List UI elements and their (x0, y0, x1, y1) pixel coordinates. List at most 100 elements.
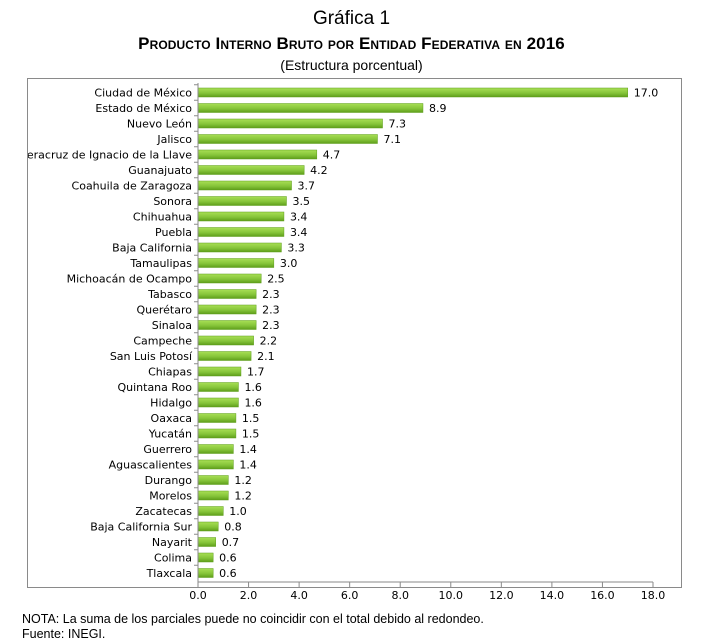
value-label: 2.3 (262, 319, 280, 332)
category-label: Sonora (153, 195, 192, 208)
category-label: Sinaloa (152, 319, 192, 332)
value-label: 3.3 (287, 242, 305, 255)
x-tick-label: 16.0 (590, 589, 615, 602)
x-tick-label: 6.0 (340, 589, 359, 602)
bar (197, 413, 237, 423)
category-label: Tabasco (147, 288, 192, 301)
category-label: Veracruz de Ignacio de la Llave (28, 149, 192, 162)
category-label: Tlaxcala (146, 567, 192, 580)
value-label: 2.3 (262, 304, 280, 317)
bar (197, 366, 242, 377)
category-label: Jalisco (156, 133, 192, 146)
bar (197, 459, 234, 470)
category-label: Nuevo León (127, 118, 192, 131)
x-tick-label: 0.0 (189, 589, 207, 602)
category-label: Nayarit (152, 536, 193, 549)
bar (197, 289, 257, 299)
bar (197, 335, 254, 346)
bar (197, 304, 257, 315)
value-label: 1.5 (242, 412, 260, 425)
value-label: 0.6 (219, 552, 237, 565)
x-tick-label: 14.0 (539, 589, 565, 602)
category-label: Guerrero (143, 443, 192, 456)
footnote-note: NOTA: La suma de los parciales puede no … (22, 612, 484, 626)
category-label: Coahuila de Zaragoza (72, 180, 192, 193)
x-tick-label: 2.0 (239, 589, 258, 602)
value-label: 17.0 (634, 87, 659, 100)
category-label: Colima (154, 552, 192, 565)
value-label: 4.7 (323, 149, 341, 162)
value-label: 0.6 (219, 567, 237, 580)
x-tick-label: 18.0 (640, 589, 666, 602)
value-label: 0.8 (224, 521, 242, 534)
category-label: Hidalgo (150, 397, 192, 410)
x-tick-labels: 0.0 2.0 4.0 6.0 8.0 10.0 12.0 14.0 16.0 18.0 (27, 589, 682, 605)
bar (197, 165, 305, 175)
bar (197, 320, 257, 330)
category-label: Oaxaca (151, 412, 192, 425)
category-label: Chihuahua (133, 211, 192, 224)
bar-chart: Ciudad de México 17.0 Estado de México 8.9 N… (28, 83, 659, 587)
chart-subtitle: (Estructura porcentual) (280, 57, 423, 73)
value-label: 7.1 (383, 133, 401, 146)
bar (197, 87, 628, 98)
value-label: 3.4 (290, 226, 308, 239)
value-label: 4.2 (310, 164, 328, 177)
x-tick-label: 4.0 (290, 589, 308, 602)
category-label: Morelos (149, 490, 192, 503)
value-label: 1.6 (244, 381, 262, 394)
bar (197, 506, 224, 516)
value-label: 3.4 (290, 211, 308, 224)
chart-frame: Ciudad de México 17.0 Estado de México 8.9 N… (27, 78, 682, 588)
value-label: 2.1 (257, 350, 275, 363)
bar (197, 118, 383, 129)
bar (197, 211, 285, 222)
x-tick-label: 10.0 (438, 589, 464, 602)
bar (197, 134, 378, 144)
bar (197, 242, 282, 253)
category-label: Chiapas (148, 366, 192, 379)
bar (197, 273, 262, 284)
bar (197, 444, 234, 454)
value-label: 1.2 (234, 474, 252, 487)
category-label: Puebla (155, 226, 192, 239)
category-label: Querétaro (136, 304, 192, 317)
bar (197, 521, 219, 532)
value-label: 2.2 (260, 335, 278, 348)
category-label: Yucatán (148, 428, 192, 441)
category-label: Ciudad de México (94, 87, 192, 100)
category-label: Aguascalientes (109, 459, 193, 472)
x-tick-label: 12.0 (489, 589, 514, 602)
bar (197, 490, 229, 501)
category-label: Michoacán de Ocampo (67, 273, 193, 286)
value-label: 1.4 (239, 459, 257, 472)
category-label: Quintana Roo (117, 381, 192, 394)
value-label: 1.5 (242, 428, 260, 441)
category-label: Estado de México (95, 102, 192, 115)
value-label: 1.7 (247, 366, 265, 379)
bar (197, 397, 239, 408)
value-label: 1.6 (244, 397, 262, 410)
category-label: Durango (145, 474, 193, 487)
value-label: 2.3 (262, 288, 280, 301)
value-label: 1.4 (239, 443, 257, 456)
bar (197, 351, 252, 361)
value-label: 7.3 (389, 118, 407, 131)
value-label: 1.0 (229, 505, 247, 518)
value-label: 8.9 (429, 102, 447, 115)
value-label: 2.5 (267, 273, 285, 286)
value-label: 3.0 (280, 257, 298, 270)
bar (197, 196, 287, 206)
value-label: 3.5 (292, 195, 310, 208)
bar (197, 552, 214, 563)
bar (197, 149, 318, 160)
value-label: 3.7 (298, 180, 316, 193)
category-label: Campeche (133, 335, 192, 348)
category-label: Guanajuato (128, 164, 192, 177)
bar (197, 258, 275, 268)
category-label: Zacatecas (135, 505, 192, 518)
value-label: 1.2 (234, 490, 252, 503)
bar (197, 475, 229, 485)
chart-label: Gráfica 1 (312, 8, 391, 29)
category-label: Baja California (112, 242, 192, 255)
